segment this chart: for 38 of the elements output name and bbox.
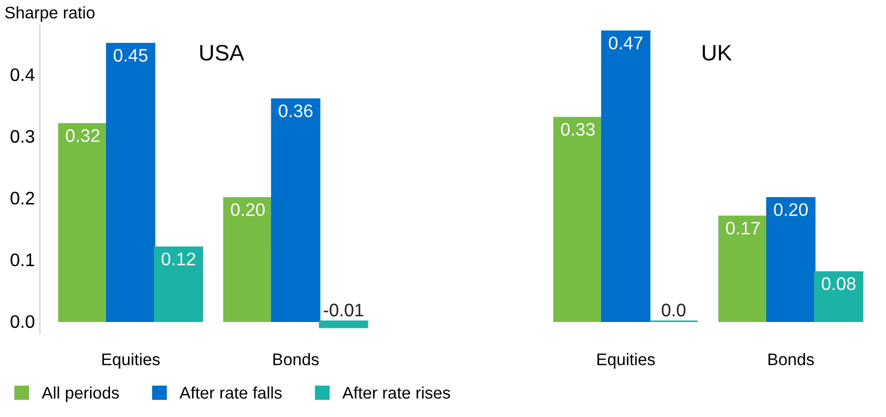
data-label: 0.45 — [114, 48, 148, 62]
annotation: USA — [200, 44, 244, 61]
data-label: 0.33 — [561, 123, 595, 136]
data-label: 0.36 — [278, 104, 312, 118]
x-tick-label: Bonds — [273, 353, 319, 366]
y-tick-label: 0.3 — [10, 130, 34, 143]
x-tick-label: Equities — [597, 353, 655, 369]
data-label: 0.20 — [774, 203, 808, 216]
y-tick-label: 0.0 — [10, 315, 34, 328]
bar — [318, 320, 368, 328]
legend-label: After rate falls — [180, 386, 282, 399]
data-label: 0.20 — [230, 203, 265, 216]
data-label: 0.08 — [822, 277, 856, 290]
bar — [718, 216, 768, 322]
data-label: 0.0 — [662, 304, 686, 316]
y-tick-label: 0.4 — [10, 68, 34, 82]
data-label: 0.32 — [66, 129, 100, 142]
bar — [223, 197, 272, 322]
bar — [106, 42, 156, 322]
bar — [601, 30, 650, 322]
bar — [271, 98, 320, 322]
data-label: 0.47 — [608, 36, 642, 50]
legend-label: All periods — [42, 386, 119, 402]
bar — [766, 197, 816, 322]
y-tick-label: 0.2 — [10, 192, 34, 205]
x-tick-label: Bonds — [768, 353, 814, 366]
y-axis-title: Sharpe ratio — [5, 6, 95, 22]
x-tick-label: Equities — [102, 353, 160, 369]
bar — [58, 123, 108, 322]
y-tick-label: 0.1 — [10, 253, 34, 266]
legend-label: After rate rises — [342, 386, 450, 399]
data-label: 0.12 — [162, 252, 196, 266]
annotation: UK — [702, 45, 732, 61]
bar — [154, 246, 204, 322]
data-label: -0.01 — [324, 304, 364, 316]
data-label: 0.17 — [726, 222, 760, 235]
bar — [814, 271, 864, 322]
bar — [553, 116, 603, 322]
